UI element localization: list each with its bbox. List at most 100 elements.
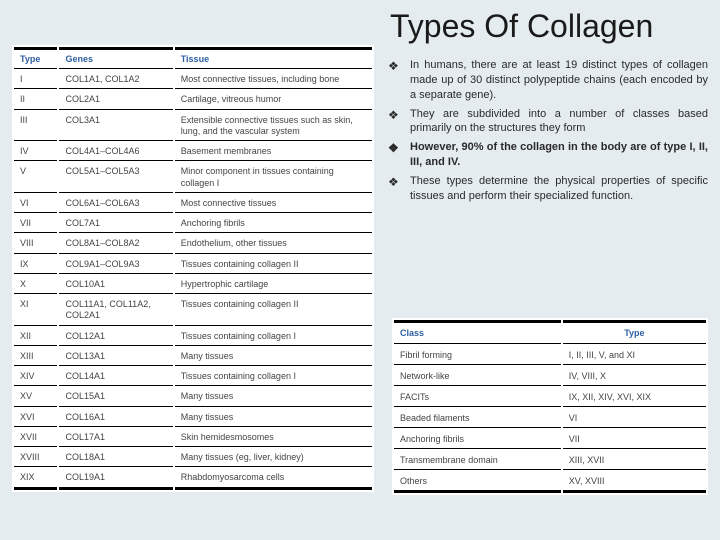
cell-type: XI	[14, 296, 57, 326]
slide-title: Types Of Collagen	[390, 8, 653, 45]
cell: Anchoring fibrils	[394, 430, 561, 449]
cell-genes: COL5A1–COL5A3	[59, 163, 172, 193]
table-row: VCOL5A1–COL5A3Minor component in tissues…	[14, 163, 372, 193]
cell-tissue: Minor component in tissues containing co…	[175, 163, 372, 193]
table-row: XIXCOL19A1Rhabdomyosarcoma cells	[14, 469, 372, 489]
cell-genes: COL15A1	[59, 388, 172, 406]
cell: XIII, XVII	[563, 451, 706, 470]
cell-tissue: Many tissues (eg, liver, kidney)	[175, 449, 372, 467]
table-row: IICOL2A1Cartilage, vitreous humor	[14, 91, 372, 109]
cell-type: XII	[14, 328, 57, 346]
bullet-item: In humans, there are at least 19 distinc…	[388, 58, 708, 103]
cell-type: XVI	[14, 409, 57, 427]
table-row: VIICOL7A1Anchoring fibrils	[14, 215, 372, 233]
cell: Fibril forming	[394, 346, 561, 365]
cell-genes: COL4A1–COL4A6	[59, 143, 172, 161]
cell-genes: COL14A1	[59, 368, 172, 386]
cell: I, II, III, V, and XI	[563, 346, 706, 365]
cell: FACITs	[394, 388, 561, 407]
cell-type: II	[14, 91, 57, 109]
cell-tissue: Endothelium, other tissues	[175, 235, 372, 253]
cell-type: IX	[14, 256, 57, 274]
table-row: VIIICOL8A1–COL8A2Endothelium, other tiss…	[14, 235, 372, 253]
cell-type: III	[14, 112, 57, 142]
cell-type: VIII	[14, 235, 57, 253]
cell-genes: COL1A1, COL1A2	[59, 71, 172, 89]
collagen-types-table: Type Genes Tissue ICOL1A1, COL1A2Most co…	[12, 45, 374, 492]
cell-genes: COL6A1–COL6A3	[59, 195, 172, 213]
table-row: Fibril formingI, II, III, V, and XI	[394, 346, 706, 365]
cell-genes: COL7A1	[59, 215, 172, 233]
cell-tissue: Many tissues	[175, 388, 372, 406]
cell: IV, VIII, X	[563, 367, 706, 386]
table-row: XVCOL15A1Many tissues	[14, 388, 372, 406]
cell-tissue: Hypertrophic cartilage	[175, 276, 372, 294]
cell: Network-like	[394, 367, 561, 386]
table-row: IXCOL9A1–COL9A3Tissues containing collag…	[14, 256, 372, 274]
cell: Others	[394, 472, 561, 493]
table-row: XIICOL12A1Tissues containing collagen I	[14, 328, 372, 346]
cell-tissue: Basement membranes	[175, 143, 372, 161]
cell-genes: COL13A1	[59, 348, 172, 366]
th-class: Class	[394, 320, 561, 344]
bullet-item: These types determine the physical prope…	[388, 174, 708, 204]
table-row: Network-likeIV, VIII, X	[394, 367, 706, 386]
cell-genes: COL10A1	[59, 276, 172, 294]
cell: IX, XII, XIV, XVI, XIX	[563, 388, 706, 407]
cell-type: IV	[14, 143, 57, 161]
bullet-item: However, 90% of the collagen in the body…	[388, 140, 708, 170]
table-row: IVCOL4A1–COL4A6Basement membranes	[14, 143, 372, 161]
cell-type: XIII	[14, 348, 57, 366]
cell-tissue: Cartilage, vitreous humor	[175, 91, 372, 109]
cell-type: XVIII	[14, 449, 57, 467]
cell-genes: COL19A1	[59, 469, 172, 489]
cell-type: XV	[14, 388, 57, 406]
table-row: Beaded filamentsVI	[394, 409, 706, 428]
cell-tissue: Rhabdomyosarcoma cells	[175, 469, 372, 489]
bullet-list: In humans, there are at least 19 distinc…	[388, 58, 708, 208]
cell-type: X	[14, 276, 57, 294]
cell-genes: COL8A1–COL8A2	[59, 235, 172, 253]
table-row: XIVCOL14A1Tissues containing collagen I	[14, 368, 372, 386]
cell-tissue: Extensible connective tissues such as sk…	[175, 112, 372, 142]
cell-genes: COL16A1	[59, 409, 172, 427]
cell-type: VII	[14, 215, 57, 233]
cell: Beaded filaments	[394, 409, 561, 428]
cell-tissue: Tissues containing collagen I	[175, 328, 372, 346]
cell-genes: COL11A1, COL11A2, COL2A1	[59, 296, 172, 326]
cell-type: XIX	[14, 469, 57, 489]
cell-tissue: Tissues containing collagen II	[175, 296, 372, 326]
cell-genes: COL2A1	[59, 91, 172, 109]
cell-tissue: Skin hemidesmosomes	[175, 429, 372, 447]
bullet-item: They are subdivided into a number of cla…	[388, 107, 708, 137]
cell-tissue: Tissues containing collagen I	[175, 368, 372, 386]
table-row: IIICOL3A1Extensible connective tissues s…	[14, 112, 372, 142]
cell-tissue: Most connective tissues, including bone	[175, 71, 372, 89]
cell-type: V	[14, 163, 57, 193]
cell-type: XVII	[14, 429, 57, 447]
table-row: XIIICOL13A1Many tissues	[14, 348, 372, 366]
table-row: XVIIICOL18A1Many tissues (eg, liver, kid…	[14, 449, 372, 467]
cell: VI	[563, 409, 706, 428]
table-row: Anchoring fibrilsVII	[394, 430, 706, 449]
table-row: XICOL11A1, COL11A2, COL2A1Tissues contai…	[14, 296, 372, 326]
cell-tissue: Anchoring fibrils	[175, 215, 372, 233]
table-row: XVIICOL17A1Skin hemidesmosomes	[14, 429, 372, 447]
cell: XV, XVIII	[563, 472, 706, 493]
table-row: FACITsIX, XII, XIV, XVI, XIX	[394, 388, 706, 407]
th-type: Type	[14, 47, 57, 69]
cell-tissue: Many tissues	[175, 348, 372, 366]
th-tissue: Tissue	[175, 47, 372, 69]
cell-tissue: Most connective tissues	[175, 195, 372, 213]
cell-type: I	[14, 71, 57, 89]
collagen-class-table: Class Type Fibril formingI, II, III, V, …	[392, 318, 708, 495]
cell: Transmembrane domain	[394, 451, 561, 470]
th-genes: Genes	[59, 47, 172, 69]
cell: VII	[563, 430, 706, 449]
cell-genes: COL3A1	[59, 112, 172, 142]
cell-tissue: Many tissues	[175, 409, 372, 427]
cell-type: XIV	[14, 368, 57, 386]
cell-genes: COL12A1	[59, 328, 172, 346]
table-row: ICOL1A1, COL1A2Most connective tissues, …	[14, 71, 372, 89]
cell-genes: COL17A1	[59, 429, 172, 447]
